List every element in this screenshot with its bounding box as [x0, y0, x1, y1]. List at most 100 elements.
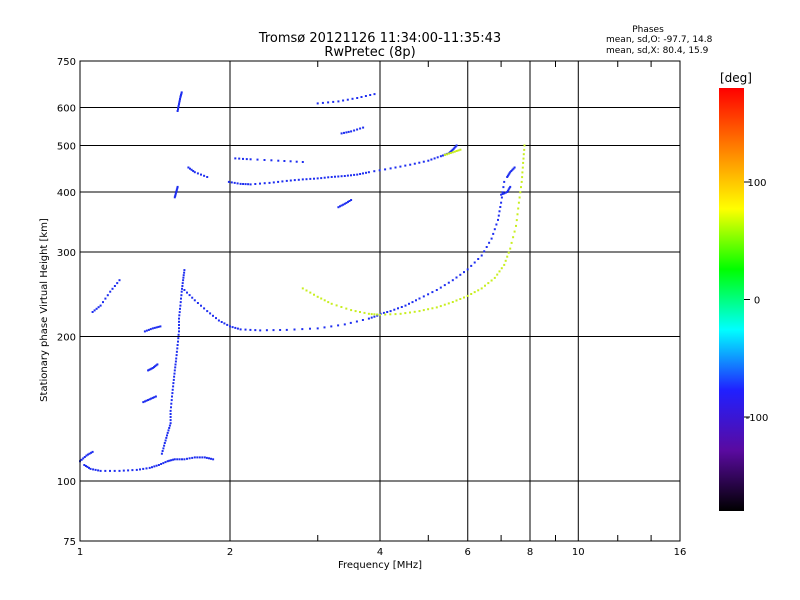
data-point	[149, 368, 152, 371]
data-point	[173, 375, 176, 378]
data-point	[367, 317, 370, 320]
data-point	[181, 285, 184, 287]
data-point	[495, 223, 498, 226]
data-point	[433, 157, 436, 160]
data-point	[384, 313, 387, 316]
data-point	[518, 196, 521, 199]
data-point	[113, 469, 116, 472]
data-point	[431, 307, 434, 310]
data-point	[151, 327, 154, 330]
data-point	[517, 207, 520, 210]
data-point	[309, 177, 312, 180]
data-point	[168, 427, 171, 429]
data-point	[172, 385, 175, 388]
data-point	[488, 241, 491, 244]
data-point	[99, 469, 102, 472]
data-point	[343, 202, 346, 205]
data-point	[122, 469, 125, 472]
data-point	[178, 327, 180, 330]
data-point	[459, 298, 462, 300]
data-point	[181, 282, 184, 285]
data-point	[86, 453, 89, 456]
data-point	[90, 451, 93, 454]
data-point	[404, 304, 407, 307]
data-point	[157, 325, 160, 328]
data-point	[345, 201, 348, 204]
data-point	[330, 302, 333, 305]
data-point	[200, 173, 202, 176]
data-point	[435, 306, 438, 309]
data-point	[217, 319, 220, 322]
data-point	[301, 178, 304, 181]
data-point	[175, 350, 178, 353]
x-tick-label: 16	[674, 547, 687, 558]
data-point	[404, 164, 407, 167]
data-point	[499, 206, 502, 208]
data-point	[272, 329, 275, 332]
data-point	[177, 106, 180, 109]
data-point	[249, 328, 252, 331]
data-point	[192, 170, 195, 172]
data-point	[173, 369, 176, 372]
data-point	[359, 127, 362, 130]
data-point	[182, 279, 185, 282]
data-point	[430, 158, 433, 161]
data-point	[188, 294, 191, 297]
data-point	[309, 327, 311, 330]
data-point	[247, 183, 250, 186]
data-point	[455, 150, 458, 152]
data-point	[89, 467, 92, 470]
data-point	[480, 254, 483, 257]
data-point	[153, 465, 156, 468]
data-point	[502, 186, 505, 189]
data-point	[305, 289, 308, 292]
data-point	[516, 213, 519, 216]
data-point	[206, 176, 209, 178]
data-point	[188, 457, 191, 460]
data-point	[172, 382, 175, 385]
data-point	[259, 182, 261, 185]
data-point	[193, 299, 196, 302]
data-point	[245, 158, 248, 161]
data-point	[178, 324, 180, 326]
data-point	[335, 304, 338, 307]
data-point	[176, 185, 179, 188]
data-point	[521, 171, 524, 174]
data-point	[289, 179, 292, 182]
data-point	[176, 347, 179, 350]
data-point	[230, 181, 233, 184]
data-point	[309, 291, 312, 294]
data-point	[445, 153, 448, 156]
y-tick-label: 500	[57, 142, 76, 153]
data-point	[163, 442, 166, 444]
data-point	[92, 468, 95, 471]
data-point	[362, 126, 365, 129]
data-point	[153, 366, 155, 369]
data-point	[506, 255, 509, 258]
data-point	[139, 468, 141, 471]
data-point	[340, 204, 343, 207]
data-point	[487, 282, 490, 285]
data-point	[316, 102, 319, 105]
data-point	[289, 160, 292, 163]
data-point	[150, 367, 153, 370]
data-point	[435, 289, 438, 291]
data-point	[508, 172, 511, 175]
data-point	[165, 436, 168, 439]
data-point	[501, 193, 504, 195]
data-point	[399, 312, 402, 315]
data-point	[174, 366, 177, 369]
data-point	[350, 199, 353, 201]
data-point	[515, 224, 517, 227]
data-point	[447, 302, 450, 305]
data-point	[212, 314, 214, 317]
data-point	[196, 456, 199, 459]
data-point	[168, 424, 171, 427]
y-tick-label: 100	[57, 477, 76, 488]
data-point	[85, 454, 88, 457]
data-point	[519, 191, 522, 194]
data-point	[233, 181, 236, 184]
data-point	[97, 306, 100, 309]
data-point	[142, 401, 145, 404]
data-point	[411, 301, 414, 304]
